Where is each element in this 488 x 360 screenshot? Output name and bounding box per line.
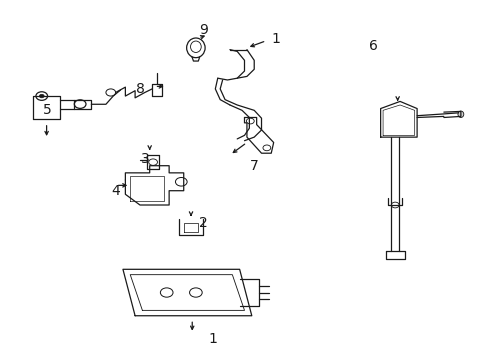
- Text: 2: 2: [199, 216, 207, 230]
- Text: 1: 1: [271, 32, 280, 46]
- Text: 8: 8: [135, 82, 144, 96]
- Ellipse shape: [457, 111, 463, 117]
- Text: 1: 1: [208, 332, 217, 346]
- Circle shape: [39, 94, 44, 98]
- Text: 5: 5: [43, 103, 52, 117]
- Ellipse shape: [190, 41, 201, 53]
- Ellipse shape: [186, 38, 204, 58]
- Text: 4: 4: [111, 184, 120, 198]
- Text: 3: 3: [140, 152, 149, 166]
- Text: 7: 7: [249, 159, 258, 173]
- Text: 9: 9: [198, 23, 207, 37]
- Text: 6: 6: [368, 39, 377, 53]
